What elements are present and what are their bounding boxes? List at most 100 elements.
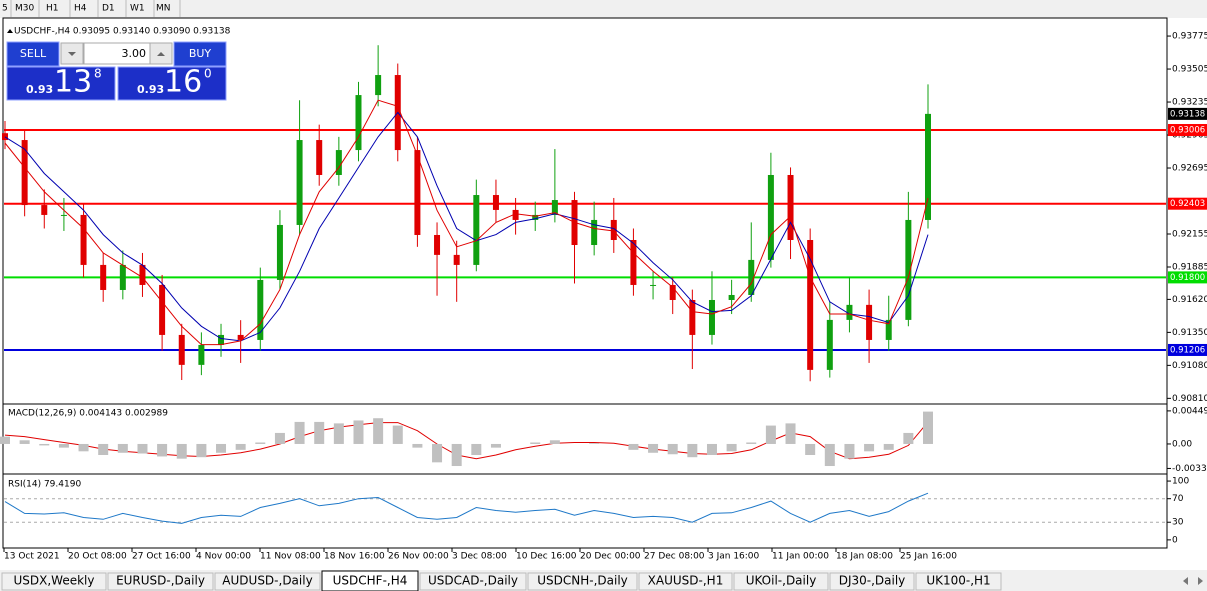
sell-button[interactable] [6, 41, 60, 67]
tab-label: USDX,Weekly [14, 574, 95, 588]
current-price: 0.93138 [1170, 109, 1205, 119]
macd-bar [353, 420, 364, 444]
macd-bar [39, 443, 50, 446]
y-tick-label: 0.90810 [1172, 394, 1207, 404]
candle-body [826, 319, 833, 370]
macd-bar [333, 423, 344, 444]
buy-button[interactable] [173, 41, 227, 67]
trade-panel: SELL 3.00 BUY 0.93 13 8 0.93 16 0 [6, 41, 227, 101]
tab-label: DJ30-,Daily [839, 574, 906, 588]
chart-tab[interactable] [638, 572, 733, 591]
level-label: 0.93006 [1170, 126, 1205, 136]
timeframe-button[interactable]: D1 [102, 4, 115, 14]
macd-bar [667, 443, 678, 455]
chart-tab[interactable] [107, 572, 214, 591]
ask-point: 0 [204, 67, 212, 81]
macd-bar [392, 425, 403, 444]
candle-body [198, 344, 205, 365]
chart-tab[interactable] [733, 572, 829, 591]
macd-bar [58, 443, 69, 448]
chart-tab[interactable] [829, 572, 915, 591]
bid-box[interactable] [6, 66, 116, 101]
candle-body [708, 299, 715, 335]
bid-pips: 13 [54, 65, 92, 100]
macd-bar [765, 425, 776, 444]
arrow-down [68, 52, 76, 56]
y-tick-label: 0.91620 [1172, 295, 1207, 305]
candle-body [748, 259, 755, 295]
y-tick-label: 0.004499 [1172, 406, 1207, 416]
macd-bar [726, 443, 737, 452]
arrow-up [157, 52, 165, 56]
chart-frame [2, 17, 1168, 549]
macd-bar [373, 418, 384, 444]
x-tick-label: 3 Dec 08:00 [452, 552, 507, 562]
chart-tab[interactable] [214, 572, 321, 591]
timeframe-button[interactable]: H1 [46, 4, 59, 14]
y-tick-label: -0.00333 [1172, 464, 1207, 474]
y-tick-label: 0.93775 [1172, 32, 1207, 42]
y-tick-label: 0.93505 [1172, 65, 1207, 75]
macd-bar [864, 443, 875, 452]
candle-body [728, 294, 735, 300]
candle-body [492, 195, 499, 210]
chart-tab[interactable] [1, 572, 107, 591]
macd-bar [157, 443, 168, 457]
chart-tab[interactable] [419, 572, 527, 591]
candle-body [434, 234, 441, 255]
macd-bar [98, 443, 109, 455]
tab-label: UK100-,H1 [926, 574, 990, 588]
macd-bar [530, 442, 541, 444]
macd-bar [255, 442, 266, 444]
macd-bar [628, 443, 639, 450]
timeframe-button[interactable]: MN [156, 4, 171, 14]
macd-bar [19, 440, 30, 444]
y-tick-label: 70 [1172, 494, 1184, 504]
bid-big: 0.93 [26, 83, 53, 96]
x-tick-label: 10 Dec 16:00 [516, 552, 577, 562]
candle-body [453, 254, 460, 265]
macd-bar [648, 443, 659, 453]
macd-bar [490, 443, 501, 448]
timeframe-button[interactable]: H4 [74, 4, 87, 14]
ask-box[interactable] [117, 66, 227, 101]
chart-tab[interactable] [321, 570, 419, 591]
y-tick-label: 30 [1172, 518, 1184, 528]
macd-bar [432, 443, 443, 463]
timeframe-button[interactable]: M30 [15, 4, 34, 14]
candle-body [807, 239, 814, 370]
level-label-box [1168, 271, 1207, 284]
candle-body [650, 284, 657, 286]
candle-body [630, 239, 637, 285]
x-tick-label: 25 Jan 16:00 [900, 552, 957, 562]
x-tick-label: 18 Jan 08:00 [836, 552, 893, 562]
candle-body [885, 319, 892, 340]
tab-scroll-left[interactable] [1183, 577, 1188, 585]
y-tick-label: 0.00 [1172, 439, 1192, 449]
candle-body [532, 214, 539, 220]
tab-label: UKOil-,Daily [746, 574, 817, 588]
timeframe-button[interactable]: W1 [130, 4, 145, 14]
chart-tab[interactable] [527, 572, 638, 591]
y-tick-label: 0.92155 [1172, 230, 1207, 240]
y-tick-label: 100 [1172, 477, 1189, 487]
macd-bar [805, 443, 816, 455]
x-tick-label: 26 Nov 00:00 [388, 552, 449, 562]
volume-value: 3.00 [122, 47, 147, 60]
macd-bar [176, 443, 187, 459]
timeframe-button[interactable]: 5 [2, 4, 8, 14]
candle-body [237, 334, 244, 340]
x-tick-label: 3 Jan 16:00 [708, 552, 760, 562]
candle-body [669, 284, 676, 300]
tab-scroll-right[interactable] [1198, 577, 1203, 585]
tab-label: AUDUSD-,Daily [222, 574, 312, 588]
chart-tab[interactable] [915, 572, 1002, 591]
candle-body [689, 299, 696, 335]
y-tick-label: 0.91885 [1172, 262, 1207, 272]
macd-bar [294, 421, 305, 444]
level-label: 0.92403 [1170, 199, 1205, 209]
macd-bar [549, 440, 560, 444]
macd-bar [78, 443, 89, 452]
buy-label: BUY [189, 47, 212, 60]
